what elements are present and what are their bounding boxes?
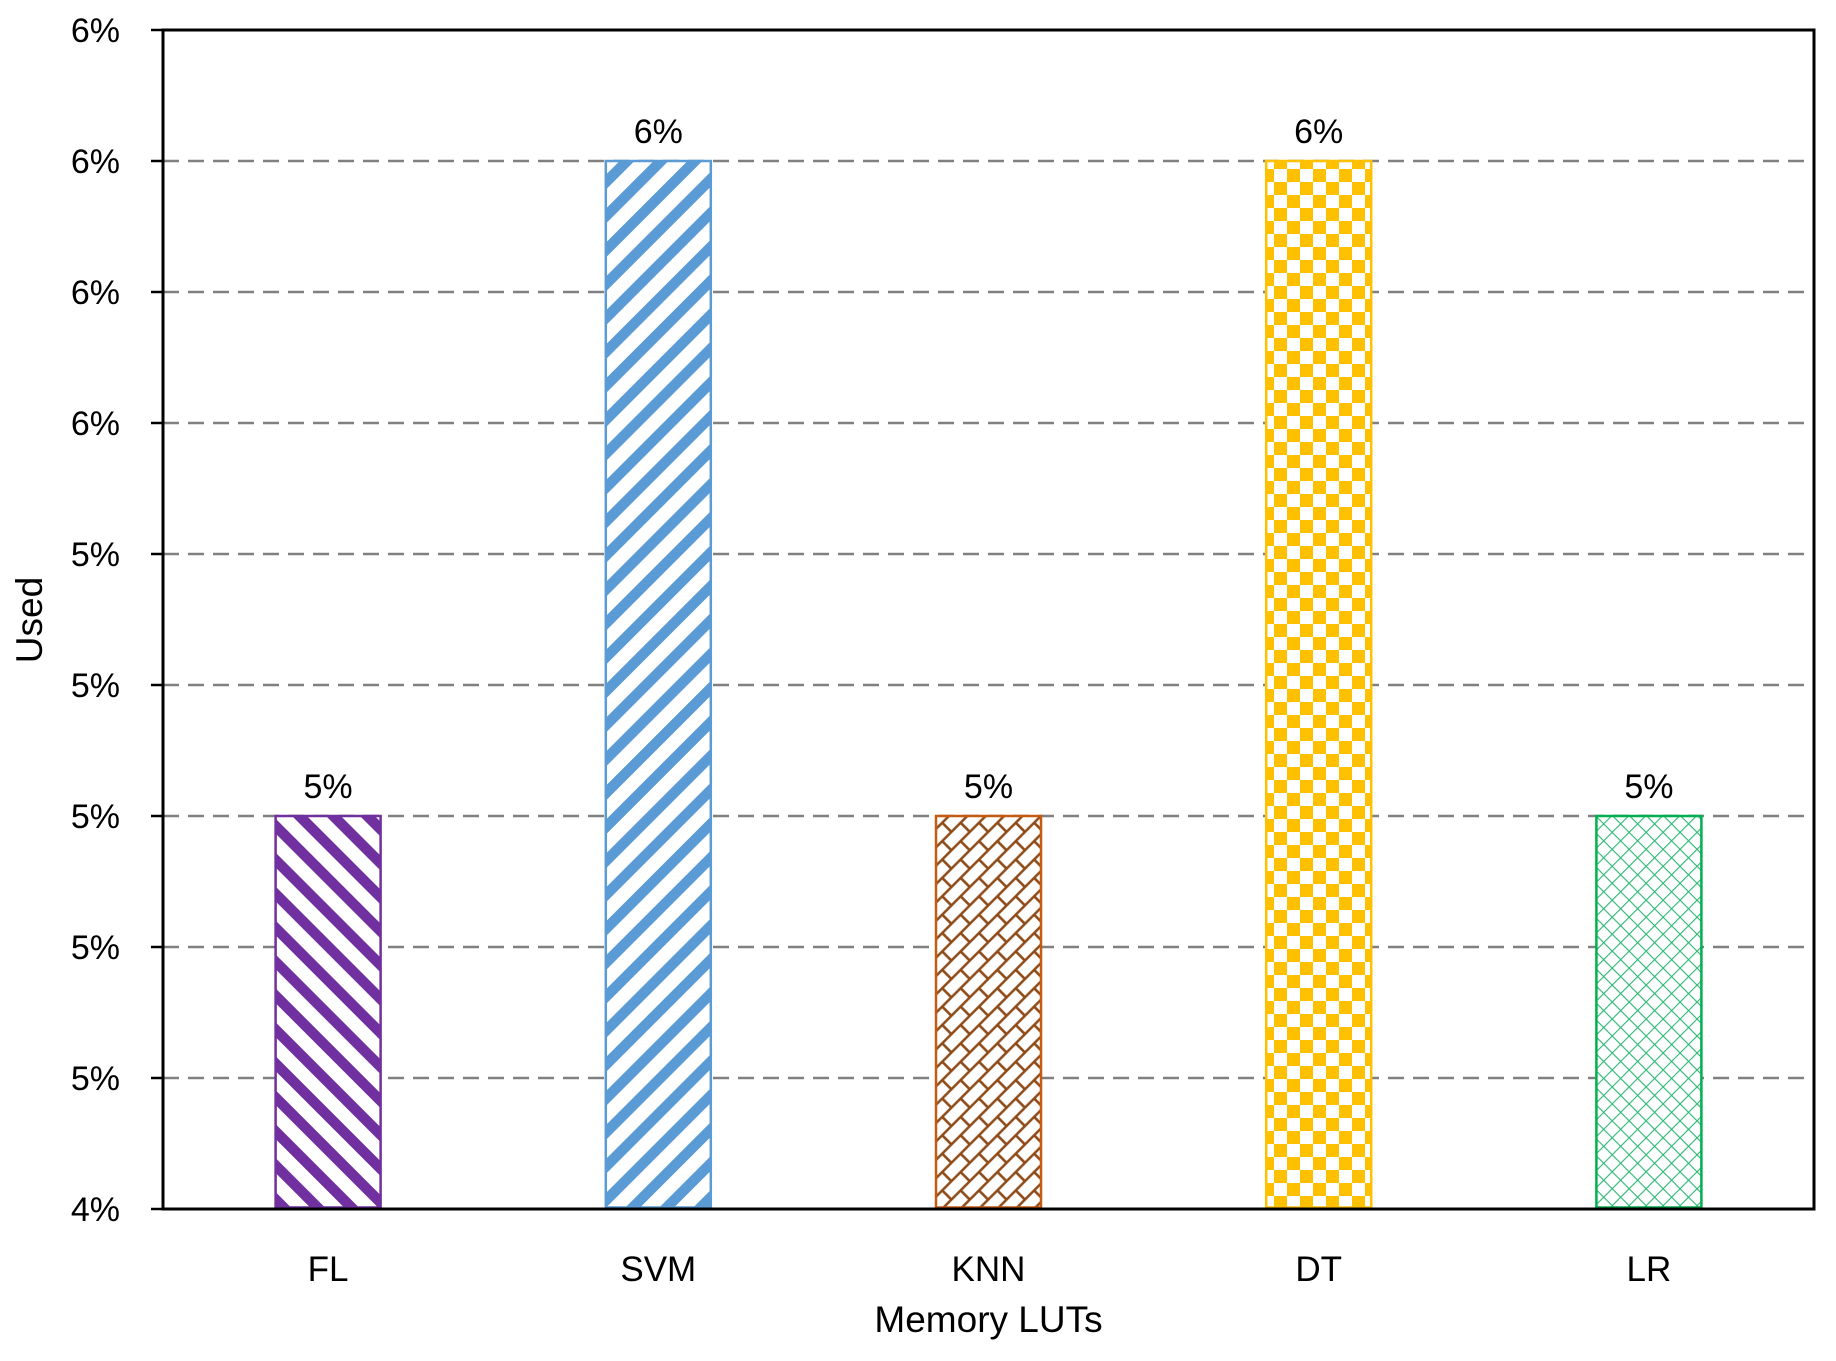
y-tick-label: 5%	[71, 1060, 120, 1098]
y-tick-label: 4%	[71, 1191, 120, 1229]
y-tick-label: 6%	[71, 143, 120, 181]
plot-area-border	[161, 28, 1816, 1211]
y-axis-title: Used	[9, 576, 50, 664]
bar-data-label: 6%	[634, 113, 683, 151]
y-tick-label: 5%	[71, 798, 120, 836]
x-category-label: FL	[308, 1250, 349, 1289]
bar-knn	[934, 814, 1043, 1209]
y-tick-label: 5%	[71, 667, 120, 705]
bar-data-label: 5%	[1624, 768, 1673, 806]
bar-dt	[1264, 159, 1373, 1209]
y-tick-label: 6%	[71, 12, 120, 50]
y-tick-label: 5%	[71, 536, 120, 574]
bar-fl	[274, 814, 382, 1209]
bar-data-label: 5%	[304, 768, 353, 806]
x-category-label: SVM	[620, 1250, 696, 1289]
x-category-label: LR	[1627, 1250, 1672, 1289]
bar-lr	[1595, 814, 1703, 1209]
bar-data-label: 6%	[1294, 113, 1343, 151]
bar-svm	[604, 159, 713, 1209]
y-tick-label: 6%	[71, 274, 120, 312]
y-tick-label: 6%	[71, 405, 120, 443]
y-tick-label: 5%	[71, 929, 120, 967]
x-category-label: KNN	[952, 1250, 1026, 1289]
bar-data-label: 5%	[964, 768, 1013, 806]
x-category-label: DT	[1295, 1250, 1342, 1289]
x-axis-title: Memory LUTs	[874, 1299, 1103, 1340]
